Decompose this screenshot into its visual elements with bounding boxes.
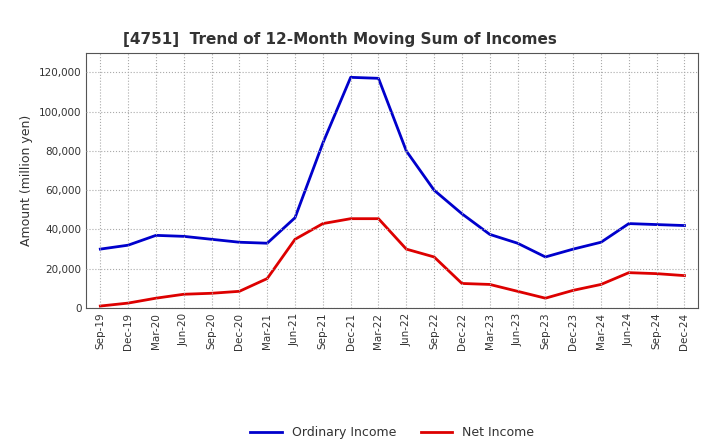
- Net Income: [152, 296, 161, 301]
- Ordinary Income: [402, 148, 410, 154]
- Ordinary Income: [346, 75, 355, 80]
- Net Income: [179, 292, 188, 297]
- Ordinary Income: [652, 222, 661, 227]
- Net Income: [680, 273, 689, 278]
- Legend: Ordinary Income, Net Income: Ordinary Income, Net Income: [246, 422, 539, 440]
- Net Income: [263, 276, 271, 281]
- Net Income: [569, 288, 577, 293]
- Y-axis label: Amount (million yen): Amount (million yen): [20, 115, 33, 246]
- Ordinary Income: [124, 242, 132, 248]
- Net Income: [235, 289, 243, 294]
- Ordinary Income: [235, 240, 243, 245]
- Net Income: [374, 216, 383, 221]
- Net Income: [291, 237, 300, 242]
- Ordinary Income: [597, 240, 606, 245]
- Line: Ordinary Income: Ordinary Income: [100, 77, 685, 257]
- Net Income: [624, 270, 633, 275]
- Net Income: [458, 281, 467, 286]
- Ordinary Income: [541, 254, 550, 260]
- Ordinary Income: [263, 241, 271, 246]
- Ordinary Income: [179, 234, 188, 239]
- Ordinary Income: [430, 187, 438, 193]
- Net Income: [402, 246, 410, 252]
- Ordinary Income: [569, 246, 577, 252]
- Net Income: [513, 289, 522, 294]
- Net Income: [652, 271, 661, 276]
- Net Income: [541, 296, 550, 301]
- Ordinary Income: [374, 76, 383, 81]
- Ordinary Income: [96, 246, 104, 252]
- Ordinary Income: [680, 223, 689, 228]
- Net Income: [346, 216, 355, 221]
- Ordinary Income: [152, 233, 161, 238]
- Ordinary Income: [318, 140, 327, 146]
- Net Income: [207, 291, 216, 296]
- Net Income: [96, 304, 104, 309]
- Ordinary Income: [207, 237, 216, 242]
- Net Income: [597, 282, 606, 287]
- Ordinary Income: [291, 215, 300, 220]
- Net Income: [124, 301, 132, 306]
- Net Income: [318, 221, 327, 226]
- Ordinary Income: [485, 232, 494, 237]
- Ordinary Income: [458, 211, 467, 216]
- Net Income: [430, 254, 438, 260]
- Ordinary Income: [513, 241, 522, 246]
- Text: [4751]  Trend of 12-Month Moving Sum of Incomes: [4751] Trend of 12-Month Moving Sum of I…: [123, 33, 557, 48]
- Ordinary Income: [624, 221, 633, 226]
- Line: Net Income: Net Income: [100, 219, 685, 306]
- Net Income: [485, 282, 494, 287]
